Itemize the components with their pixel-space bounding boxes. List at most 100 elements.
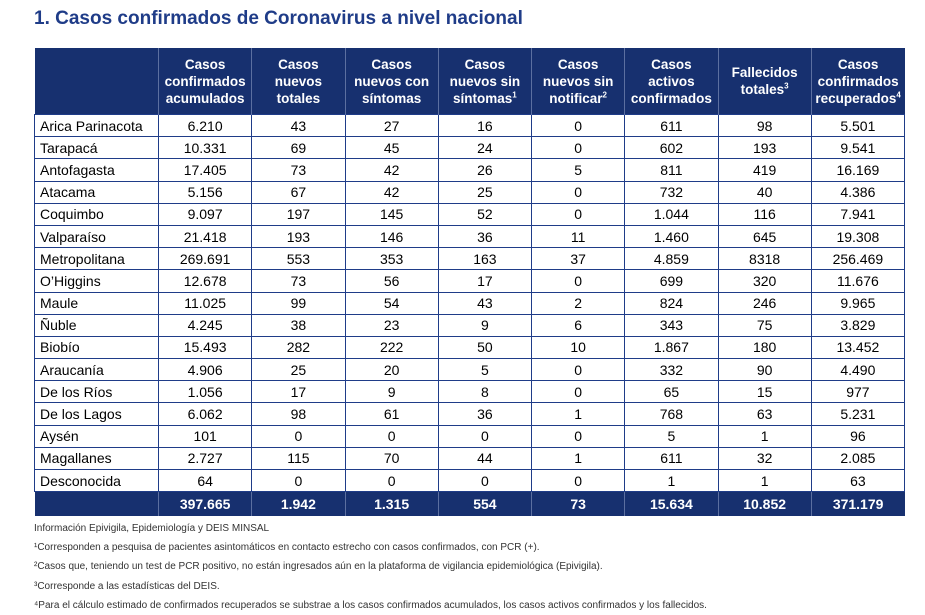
table-cell: 9.965: [810, 291, 906, 315]
table-row: Ñuble 4.245 38 23 9 6 343 75 3.829: [34, 313, 906, 337]
total-cell: 10.852: [717, 491, 812, 517]
table-cell: 4.490: [810, 358, 906, 382]
table-cell: 24: [437, 136, 533, 160]
table-cell: 732: [624, 180, 719, 204]
region-name: Aysén: [34, 424, 159, 448]
table-cell: 5: [530, 158, 626, 182]
table-row: Atacama 5.156 67 42 25 0 732 40 4.386: [34, 180, 906, 204]
table-cell: 21.418: [157, 224, 253, 249]
table-cell: 282: [251, 335, 346, 360]
table-cell: 9.541: [810, 136, 906, 160]
footnote: ⁴Para el cálculo estimado de confirmados…: [34, 599, 707, 611]
table-cell: 5.156: [157, 180, 253, 204]
table-cell: 699: [624, 269, 719, 293]
table-cell: 63: [717, 402, 812, 426]
table-cell: 0: [251, 468, 346, 493]
table-row: Araucanía 4.906 25 20 5 0 332 90 4.490: [34, 358, 906, 382]
table-cell: 146: [344, 224, 439, 249]
total-cell: 15.634: [624, 491, 718, 517]
table-cell: 36: [437, 224, 533, 249]
total-cell: 371.179: [810, 491, 905, 517]
footnotes: Información Epivigila, Epidemiología y D…: [34, 519, 707, 615]
table-cell: 0: [530, 468, 626, 493]
footnote: ³Corresponde a las estadísticas del DEIS…: [34, 580, 220, 592]
cases-table: Casos confirmados acumulados Casos nuevos…: [34, 48, 906, 517]
table-body: Arica Parinacota 6.210 43 27 16 0 611 98 5.501 Ta…: [34, 113, 906, 493]
totals-label: [34, 491, 159, 517]
total-cell: 73: [530, 491, 625, 517]
table-cell: 2.727: [157, 446, 253, 471]
table-cell: 5: [437, 358, 533, 382]
table-cell: 0: [530, 269, 626, 293]
table-row: Coquimbo 9.097 197 145 52 0 1.044 116 7.941: [34, 202, 906, 226]
table-cell: 37: [530, 247, 626, 271]
table-cell: 0: [530, 380, 626, 404]
table-cell: 9: [344, 380, 439, 404]
header-region: [34, 48, 159, 115]
table-cell: 10.331: [157, 136, 253, 160]
table-cell: 1.460: [624, 224, 719, 249]
table-cell: 320: [717, 269, 812, 293]
table-cell: 343: [624, 313, 719, 337]
footnote-marker: 4: [896, 90, 901, 99]
table-cell: 96: [810, 424, 906, 448]
table-cell: 15.493: [157, 335, 253, 360]
page-title: 1. Casos confirmados de Coronavirus a ni…: [34, 8, 523, 29]
table-cell: 3.829: [810, 313, 906, 337]
table-cell: 0: [251, 424, 346, 448]
table-cell: 36: [437, 402, 533, 426]
table-cell: 70: [344, 446, 439, 471]
table-cell: 6: [530, 313, 626, 337]
total-cell: 1.942: [251, 491, 345, 517]
column-header: Casos confirmados recuperados4: [810, 48, 905, 115]
table-cell: 99: [251, 291, 346, 315]
region-name: Biobío: [34, 335, 159, 360]
table-cell: 0: [530, 180, 626, 204]
table-cell: 0: [344, 424, 439, 448]
table-cell: 11.676: [810, 269, 906, 293]
table-row: Antofagasta 17.405 73 42 26 5 811 419 16.169: [34, 158, 906, 182]
table-cell: 602: [624, 136, 719, 160]
column-header: Fallecidos totales3: [717, 48, 812, 115]
table-cell: 8318: [717, 247, 812, 271]
table-cell: 32: [717, 446, 812, 471]
region-name: O’Higgins: [34, 269, 159, 293]
table-row: Arica Parinacota 6.210 43 27 16 0 611 98 5.501: [34, 113, 906, 138]
table-cell: 193: [251, 224, 346, 249]
footnote-marker: 3: [784, 81, 789, 91]
table-cell: 54: [344, 291, 439, 315]
table-cell: 197: [251, 202, 346, 226]
table-cell: 768: [624, 402, 719, 426]
table-cell: 246: [717, 291, 812, 315]
region-name: De los Ríos: [34, 380, 159, 404]
column-header: Casos confirmados acumulados: [157, 48, 252, 115]
table-cell: 90: [717, 358, 812, 382]
table-cell: 50: [437, 335, 533, 360]
table-cell: 115: [251, 446, 346, 471]
table-cell: 0: [530, 113, 626, 138]
table-header: Casos confirmados acumulados Casos nuevos…: [34, 48, 905, 115]
table-cell: 824: [624, 291, 719, 315]
region-name: Arica Parinacota: [34, 113, 159, 138]
column-header: Casos nuevos sin síntomas1: [437, 48, 532, 115]
table-cell: 10: [530, 335, 626, 360]
table-cell: 5.231: [810, 402, 906, 426]
table-cell: 101: [157, 424, 253, 448]
table-cell: 11: [530, 224, 626, 249]
table-cell: 332: [624, 358, 719, 382]
table-cell: 4.906: [157, 358, 253, 382]
table-cell: 0: [437, 424, 533, 448]
table-cell: 13.452: [810, 335, 906, 360]
table-cell: 4.245: [157, 313, 253, 337]
table-cell: 1: [624, 468, 719, 493]
table-cell: 64: [157, 468, 253, 493]
table-cell: 5.501: [810, 113, 906, 138]
table-row: Magallanes 2.727 115 70 44 1 611 32 2.085: [34, 446, 906, 471]
region-name: Antofagasta: [34, 158, 159, 182]
table-cell: 12.678: [157, 269, 253, 293]
region-name: Valparaíso: [34, 224, 159, 249]
table-cell: 69: [251, 136, 346, 160]
table-cell: 43: [251, 113, 346, 138]
footnote-marker: 2: [602, 90, 607, 99]
table-row: Tarapacá 10.331 69 45 24 0 602 193 9.541: [34, 136, 906, 160]
